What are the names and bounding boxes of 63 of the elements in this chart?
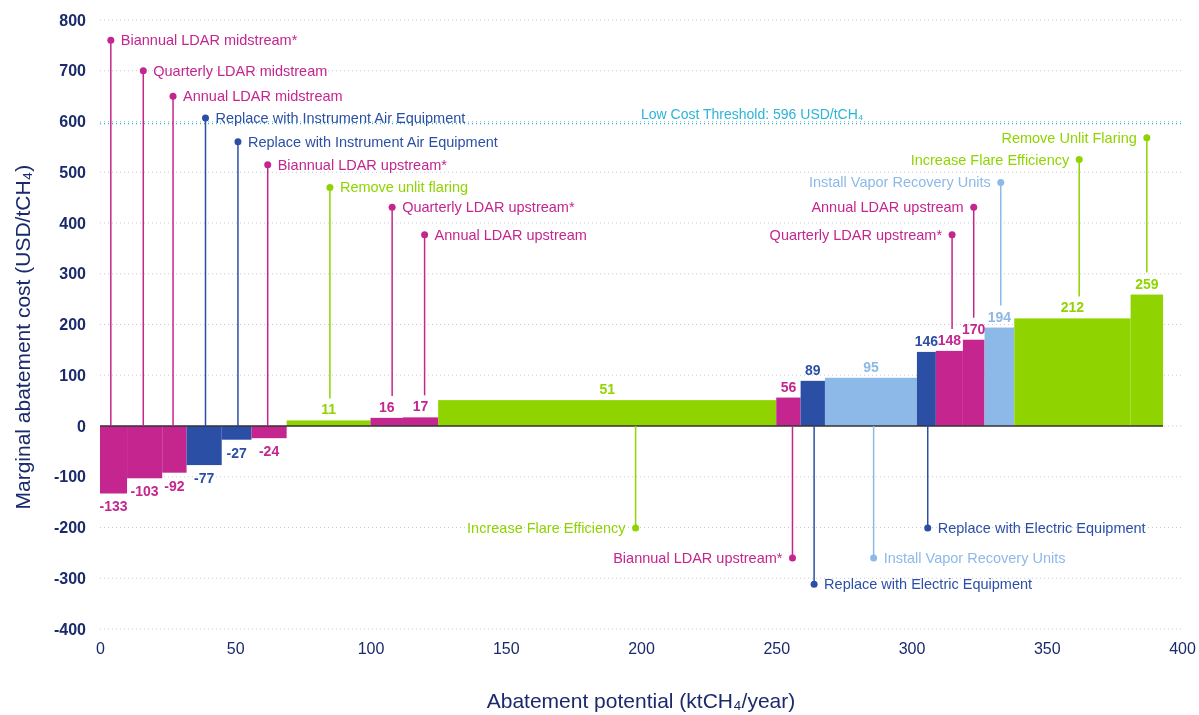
y-tick-label: 800	[59, 11, 87, 29]
data-label: 148	[937, 331, 962, 348]
data-label: 17	[412, 398, 429, 415]
data-label: 95	[863, 358, 879, 375]
x-tick-label: 400	[1169, 640, 1196, 658]
x-tick-label: 300	[898, 640, 926, 658]
annotation: Install Vapor Recovery Units	[883, 549, 1066, 566]
data-label: 259	[1135, 275, 1159, 292]
data-label: 56	[780, 378, 797, 395]
y-tick-label: -400	[53, 620, 87, 638]
annotation: Replace with Instrument Air Equipment	[215, 109, 466, 126]
data-label: 194	[987, 308, 1012, 325]
annotation: Biannual LDAR midstream*	[120, 32, 298, 49]
annotation: Remove Unlit Flaring	[1001, 129, 1137, 146]
annotation: Annual LDAR upstream	[434, 226, 587, 243]
annotation: Biannual LDAR upstream*	[277, 156, 448, 173]
x-tick-label: 250	[763, 640, 791, 658]
data-label: 51	[599, 381, 616, 398]
annotation: Quarterly LDAR upstream*	[402, 199, 575, 216]
x-tick-label: 350	[1033, 640, 1061, 658]
ref-line-label: Low Cost Threshold: 596 USD/tCH₄	[641, 105, 864, 122]
annotation: Install Vapor Recovery Units	[808, 174, 991, 191]
annotation: Quarterly LDAR midstream	[153, 62, 328, 79]
x-tick-label: 0	[96, 640, 106, 658]
x-axis-title: Abatement potential (ktCH₄/year)	[486, 689, 796, 712]
annotation: Replace with Instrument Air Equipment	[247, 133, 498, 150]
data-label: -24	[258, 443, 280, 460]
data-label: 11	[321, 401, 337, 418]
data-label: -103	[130, 483, 159, 500]
annotation: Replace with Electric Equipment	[824, 576, 1033, 593]
annotation: Annual LDAR midstream	[183, 88, 343, 105]
x-tick-label: 200	[628, 640, 655, 658]
data-label: 212	[1060, 299, 1085, 316]
y-tick-label: 400	[59, 214, 87, 232]
annotation: Increase Flare Efficiency	[910, 151, 1070, 168]
data-label: 89	[804, 361, 821, 378]
y-tick-label: 700	[59, 62, 87, 80]
annotation: Quarterly LDAR upstream*	[769, 226, 943, 243]
y-tick-label: 200	[59, 316, 87, 334]
data-label: -92	[164, 477, 185, 494]
y-tick-label: -100	[53, 468, 87, 486]
y-tick-label: -300	[53, 569, 87, 587]
data-label: 146	[914, 332, 939, 349]
x-tick-label: 100	[357, 640, 385, 658]
data-label: -77	[194, 470, 215, 487]
data-label: -27	[226, 444, 247, 461]
y-tick-label: 500	[59, 163, 87, 181]
annotation: Biannual LDAR upstream*	[613, 549, 783, 566]
data-label: -133	[99, 498, 128, 515]
y-tick-label: -200	[53, 519, 87, 537]
x-tick-label: 150	[492, 640, 520, 658]
data-label: 16	[378, 398, 395, 415]
x-tick-label: 50	[226, 640, 245, 658]
annotation: Replace with Electric Equipment	[937, 520, 1146, 537]
annotation: Remove unlit flaring	[339, 179, 469, 196]
y-axis-title: Marginal abatement cost (USD/tCH₄)	[11, 164, 34, 510]
annotation: Annual LDAR upstream	[811, 199, 964, 216]
y-tick-label: 100	[59, 366, 87, 384]
y-tick-label: 300	[59, 265, 87, 283]
y-tick-label: 600	[59, 113, 87, 131]
data-label: 170	[962, 320, 986, 337]
annotation: Increase Flare Efficiency	[467, 520, 627, 537]
y-tick-label: 0	[77, 417, 87, 435]
